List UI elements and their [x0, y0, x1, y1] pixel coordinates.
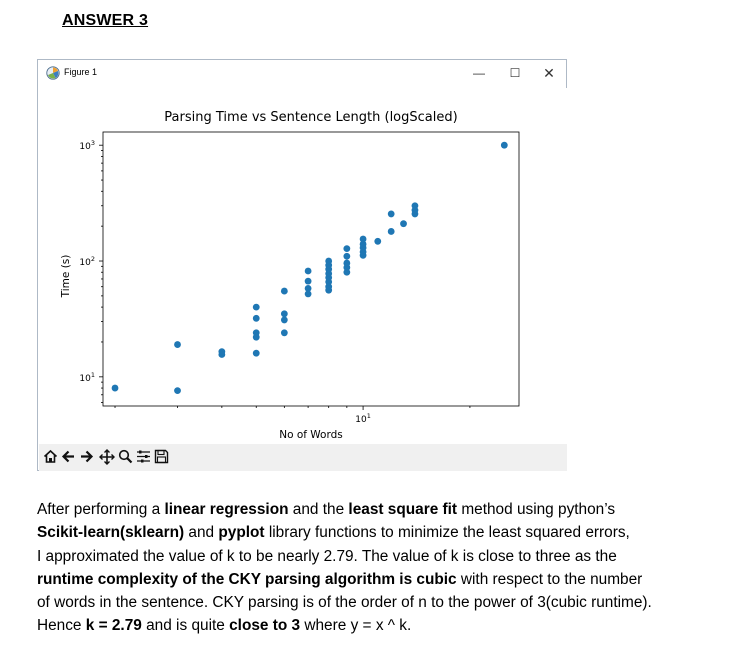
data-point — [280, 310, 288, 318]
close-button[interactable]: ✕ — [543, 65, 555, 81]
y-tick-label: 101 — [79, 371, 95, 384]
text-segment: of words in the sentence. CKY parsing is… — [37, 594, 652, 612]
minimize-button[interactable]: — — [473, 66, 485, 80]
data-point — [304, 267, 312, 275]
save-button[interactable] — [153, 447, 170, 466]
text-segment: library functions to minimize the least … — [264, 524, 630, 542]
text-segment: and the — [288, 501, 349, 518]
answer-heading: ANSWER 3 — [62, 12, 149, 29]
tick-label-base: 10 — [79, 374, 91, 384]
data-point — [411, 202, 419, 210]
text-segment: where y = x ^ k. — [300, 617, 412, 635]
data-point — [359, 240, 367, 248]
back-button[interactable] — [60, 447, 77, 466]
data-point — [304, 277, 312, 285]
paragraph-line: of words in the sentence. CKY parsing is… — [37, 591, 749, 614]
window-title: Figure 1 — [64, 67, 98, 77]
paragraph-line: Hence k = 2.79 and is quite close to 3 w… — [37, 614, 749, 637]
text-segment: After performing a — [37, 501, 165, 518]
zoom-button[interactable] — [117, 447, 134, 466]
data-point — [252, 303, 260, 311]
zoom-icon — [118, 449, 133, 464]
paragraph-line: After performing a linear regression and… — [37, 498, 749, 521]
data-point — [500, 141, 508, 149]
back-arrow-icon — [61, 450, 74, 463]
text-segment: method using python’s — [457, 501, 616, 518]
data-point — [280, 316, 288, 324]
home-button[interactable] — [42, 447, 59, 466]
data-point — [325, 257, 333, 265]
bold-text: pyplot — [218, 524, 265, 542]
tick-label-exponent: 2 — [91, 255, 95, 263]
data-point — [218, 348, 226, 356]
tick-label-base: 10 — [79, 142, 91, 152]
paragraph-line: runtime complexity of the CKY parsing al… — [37, 568, 749, 591]
data-point — [374, 237, 382, 245]
figure-canvas: Parsing Time vs Sentence Length (logScal… — [39, 88, 567, 444]
maximize-button[interactable]: ☐ — [509, 66, 521, 80]
data-point — [252, 349, 260, 357]
data-point — [304, 290, 312, 298]
bold-text: close to 3 — [229, 617, 301, 635]
y-axis-label: Time (s) — [60, 255, 72, 299]
forward-button[interactable] — [78, 447, 95, 466]
data-point — [387, 228, 395, 235]
data-point — [343, 259, 351, 267]
plot-area[interactable] — [102, 131, 520, 407]
explanation-paragraph: After performing a linear regression and… — [37, 498, 749, 638]
figure-window: Figure 1 — ☐ ✕ Parsing Time vs Sentence … — [37, 59, 567, 471]
data-point — [252, 329, 260, 337]
y-tick-label: 102 — [79, 255, 95, 268]
bold-text: k = 2.79 — [85, 617, 142, 635]
tick-label-base: 10 — [79, 258, 91, 268]
bold-text: Scikit-learn(sklearn) — [37, 524, 185, 542]
paragraph-line: I approximated the value of k to be near… — [37, 545, 749, 568]
tick-label-exponent: 1 — [91, 371, 95, 379]
paragraph-line: Scikit-learn(sklearn) and pyplot library… — [37, 521, 749, 544]
forward-arrow-icon — [81, 450, 94, 463]
x-axis-label: No of Words — [279, 429, 343, 441]
text-segment: and is quite — [141, 617, 230, 635]
navigation-toolbar — [39, 444, 567, 471]
chart-title: Parsing Time vs Sentence Length (logScal… — [164, 110, 457, 125]
tick-label-exponent: 1 — [367, 412, 371, 420]
text-segment: Hence — [37, 617, 86, 635]
y-tick-label: 103 — [79, 139, 95, 152]
save-icon — [154, 449, 169, 464]
data-point — [343, 268, 351, 276]
data-point — [343, 245, 351, 252]
pan-icon — [98, 448, 115, 465]
bold-text: least square fit — [348, 501, 458, 518]
data-point — [111, 384, 119, 392]
data-point — [387, 210, 395, 218]
matplotlib-icon — [46, 66, 60, 80]
data-point — [359, 235, 367, 243]
bold-text: runtime complexity of the CKY parsing al… — [37, 570, 457, 588]
data-point — [400, 220, 407, 228]
data-point — [325, 283, 333, 291]
window-titlebar[interactable]: Figure 1 — ☐ ✕ — [38, 60, 566, 88]
data-point — [343, 252, 351, 260]
tick-label-exponent: 3 — [91, 139, 95, 147]
text-segment: and — [184, 524, 219, 542]
data-point — [280, 287, 288, 295]
text-segment: with respect to the number — [456, 570, 643, 588]
scatter-chart: Parsing Time vs Sentence Length (logScal… — [60, 110, 520, 441]
tick-label-base: 10 — [355, 415, 367, 425]
data-point — [174, 387, 181, 395]
subplots-icon — [137, 450, 150, 463]
bold-text: linear regression — [164, 501, 289, 518]
data-point — [174, 341, 181, 348]
pan-button[interactable] — [98, 447, 115, 466]
data-point — [304, 285, 312, 292]
x-tick-label: 101 — [355, 412, 371, 425]
text-segment: I approximated the value of k to be near… — [37, 547, 617, 565]
data-point — [280, 329, 288, 337]
subplots-button[interactable] — [135, 447, 152, 466]
home-icon — [43, 449, 58, 463]
data-point — [252, 314, 260, 322]
